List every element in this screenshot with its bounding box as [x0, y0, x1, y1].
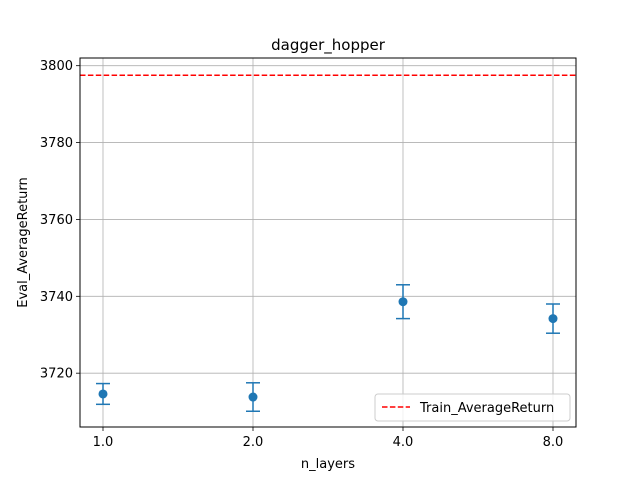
data-point: [548, 314, 558, 324]
y-tick-label: 3780: [40, 136, 73, 151]
data-points: [96, 284, 560, 412]
data-point: [398, 297, 408, 307]
data-point: [98, 389, 108, 399]
x-tick-label: 4.0: [393, 435, 414, 450]
y-axis-ticks: 3720 3740 3760 3780 3800: [40, 59, 80, 382]
legend-box: [374, 393, 571, 422]
y-tick-label: 3720: [40, 367, 73, 382]
grid: [80, 58, 576, 427]
x-tick-label: 1.0: [93, 435, 114, 450]
y-tick-label: 3760: [40, 213, 73, 228]
x-tick-label: 8.0: [543, 435, 564, 450]
y-tick-label: 3740: [40, 290, 73, 305]
plot-area: [80, 58, 576, 427]
y-tick-label: 3800: [40, 59, 73, 74]
legend: Train_AverageReturn: [374, 393, 571, 422]
chart-title: dagger_hopper: [271, 36, 386, 55]
y-axis-label: Eval_AverageReturn: [16, 177, 31, 308]
x-axis-ticks: 1.0 2.0 4.0 8.0: [93, 427, 564, 450]
x-axis-label: n_layers: [301, 457, 355, 472]
legend-label-train-average-return: Train_AverageReturn: [419, 401, 554, 416]
x-tick-label: 2.0: [243, 435, 264, 450]
data-point: [248, 392, 258, 402]
plot-frame: [79, 57, 577, 428]
